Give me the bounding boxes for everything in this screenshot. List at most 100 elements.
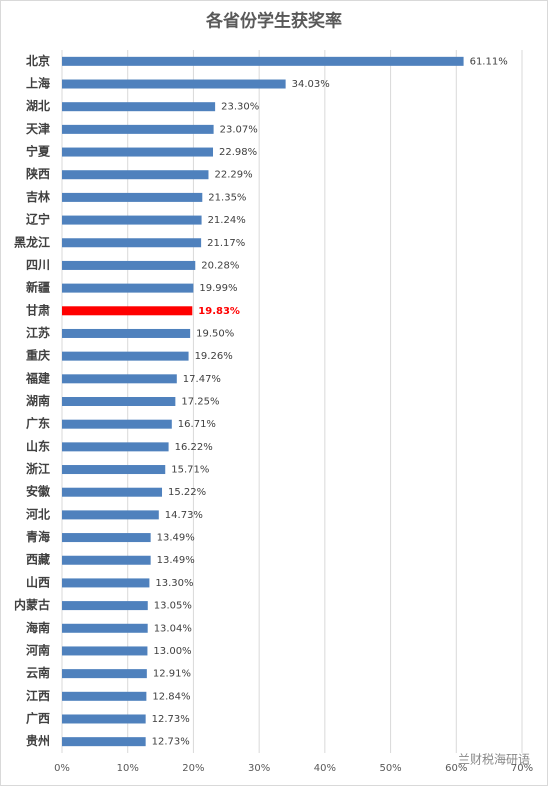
bar (62, 442, 169, 452)
data-label: 19.26% (195, 351, 233, 362)
bar (62, 170, 209, 180)
y-tick-label: 福建 (25, 370, 51, 385)
bar (62, 669, 147, 679)
x-tick-label: 10% (117, 763, 139, 774)
data-label: 13.49% (157, 555, 195, 566)
bar (62, 79, 286, 89)
y-tick-label: 广东 (26, 416, 50, 431)
y-tick-label: 内蒙古 (14, 597, 50, 612)
y-tick-label: 新疆 (26, 280, 50, 295)
data-label: 17.25% (181, 397, 219, 408)
bar (62, 646, 148, 656)
y-tick-label: 江苏 (26, 325, 50, 340)
y-tick-label: 云南 (26, 665, 50, 680)
bar (62, 215, 202, 225)
y-tick-label: 甘肃 (26, 302, 50, 317)
data-label: 13.00% (153, 646, 191, 657)
data-label: 21.17% (207, 238, 245, 249)
data-label: 21.35% (208, 192, 246, 203)
data-label: 13.04% (154, 623, 192, 634)
data-label: 22.29% (214, 170, 252, 181)
x-tick-label: 50% (379, 763, 401, 774)
bar (62, 578, 150, 588)
bar (62, 465, 166, 475)
data-label: 12.73% (152, 737, 190, 748)
y-tick-label: 贵州 (26, 733, 50, 748)
data-label: 14.73% (165, 510, 203, 521)
bar (62, 533, 151, 543)
bar (62, 737, 146, 747)
y-tick-label: 黑龙江 (14, 234, 50, 249)
bar (62, 397, 176, 406)
bar (62, 328, 191, 338)
bar (62, 283, 194, 293)
bar (62, 555, 151, 565)
bar (62, 601, 148, 611)
y-tick-label: 西藏 (26, 552, 50, 567)
data-label: 15.22% (168, 487, 206, 498)
y-tick-label: 河南 (25, 642, 50, 657)
y-tick-label: 北京 (26, 53, 50, 68)
bar (62, 260, 196, 270)
x-tick-label: 70% (511, 763, 533, 774)
y-tick-label: 天津 (26, 121, 50, 136)
bar (62, 623, 148, 633)
data-label: 12.91% (153, 669, 191, 680)
x-tick-label: 30% (248, 763, 270, 774)
data-label: 17.47% (183, 374, 221, 385)
data-label: 21.24% (208, 215, 246, 226)
x-tick-label: 60% (445, 763, 467, 774)
bar (62, 419, 172, 429)
data-label: 61.11% (470, 56, 508, 67)
bar (62, 147, 214, 157)
data-label: 19.83% (198, 306, 240, 317)
bar (62, 56, 464, 66)
y-tick-label: 上海 (26, 76, 50, 91)
bar (62, 351, 189, 361)
data-label: 22.98% (219, 147, 257, 158)
y-tick-label: 安徽 (26, 484, 51, 499)
y-tick-label: 浙江 (26, 461, 50, 476)
y-tick-label: 山西 (26, 574, 50, 589)
y-tick-label: 辽宁 (26, 212, 50, 227)
data-label: 12.84% (152, 691, 190, 702)
bar (62, 124, 214, 134)
x-tick-label: 40% (314, 763, 336, 774)
data-label: 15.71% (171, 465, 209, 476)
bar (62, 487, 163, 497)
y-tick-label: 宁夏 (26, 144, 51, 159)
y-tick-label: 江西 (26, 688, 50, 703)
bar (62, 102, 216, 112)
bar (62, 691, 147, 701)
data-label: 13.49% (157, 533, 195, 544)
x-tick-label: 0% (54, 763, 70, 774)
data-label: 13.30% (155, 578, 193, 589)
y-tick-label: 吉林 (26, 189, 50, 204)
y-tick-label: 广西 (26, 710, 50, 725)
y-tick-label: 湖北 (26, 98, 50, 113)
bar (62, 510, 159, 520)
data-label: 23.30% (221, 102, 259, 113)
bar (62, 238, 202, 248)
data-label: 34.03% (292, 79, 330, 90)
data-label: 12.73% (152, 714, 190, 725)
data-label: 23.07% (220, 124, 258, 135)
y-tick-label: 四川 (26, 258, 50, 272)
watermark: 兰财税海研语 (458, 752, 530, 767)
chart-title: 各省份学生获奖率 (205, 11, 342, 32)
data-label: 16.22% (175, 442, 213, 453)
y-tick-label: 山东 (26, 438, 50, 453)
y-tick-label: 海南 (26, 620, 50, 635)
y-tick-label: 陕西 (26, 166, 50, 181)
bar (62, 374, 177, 384)
y-tick-label: 河北 (25, 506, 50, 521)
data-label: 16.71% (178, 419, 216, 430)
y-tick-label: 重庆 (26, 348, 50, 363)
y-tick-label: 湖南 (26, 393, 50, 408)
data-label: 19.50% (196, 328, 234, 339)
data-label: 13.05% (154, 601, 192, 612)
bar (62, 306, 193, 316)
data-label: 19.99% (199, 283, 237, 294)
